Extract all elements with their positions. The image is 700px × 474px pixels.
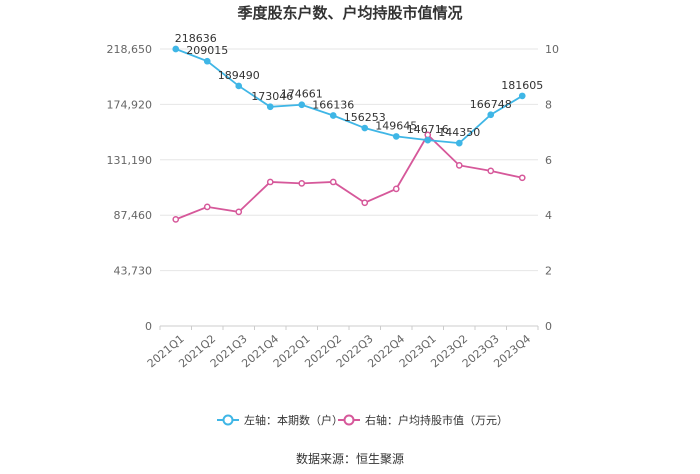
- data-point[interactable]: [235, 208, 243, 216]
- legend-marker-icon: [343, 414, 355, 426]
- data-point[interactable]: [235, 82, 243, 90]
- data-point[interactable]: [392, 133, 400, 140]
- data-point[interactable]: [266, 103, 274, 111]
- data-point[interactable]: [424, 136, 432, 144]
- data-label: 149645: [375, 119, 417, 132]
- data-point[interactable]: [298, 101, 306, 109]
- legend-label: 右轴：户均持股市值（万元）: [365, 413, 508, 427]
- data-point[interactable]: [329, 178, 337, 186]
- data-label: 173046: [251, 90, 293, 103]
- data-label: 166136: [312, 99, 354, 112]
- x-axis: 2021Q12021Q22021Q32021Q42022Q12022Q22022…: [145, 326, 539, 370]
- data-point[interactable]: [329, 112, 337, 119]
- data-source: 数据来源：恒生聚源: [296, 451, 404, 466]
- left-tick-label: 218,650: [107, 43, 153, 56]
- data-label: 189490: [218, 69, 260, 82]
- right-tick-label: 0: [545, 320, 552, 333]
- data-point[interactable]: [172, 45, 180, 53]
- data-point[interactable]: [203, 57, 211, 65]
- data-label: 166748: [470, 98, 512, 111]
- data-label: 156253: [344, 111, 386, 124]
- chart-title: 季度股东户数、户均持股市值情况: [237, 4, 462, 22]
- left-tick-label: 43,730: [114, 265, 153, 278]
- data-label: 144350: [438, 126, 480, 139]
- data-point[interactable]: [518, 92, 526, 100]
- data-point[interactable]: [203, 203, 211, 211]
- legend-marker-icon: [222, 414, 234, 426]
- data-label: 181605: [501, 79, 543, 92]
- right-tick-label: 6: [545, 154, 552, 167]
- grid: [160, 48, 538, 327]
- series-line-market-value: [175, 133, 523, 221]
- data-point[interactable]: [172, 216, 180, 223]
- legend-item-left-series[interactable]: 左轴：本期数（户）: [217, 413, 343, 427]
- data-label: 218636: [175, 32, 217, 45]
- left-tick-label: 0: [145, 320, 152, 333]
- legend[interactable]: 左轴：本期数（户） 右轴：户均持股市值（万元）: [217, 413, 508, 427]
- data-point[interactable]: [266, 178, 274, 186]
- legend-item-right-series[interactable]: 右轴：户均持股市值（万元）: [338, 413, 508, 427]
- left-tick-label: 131,190: [107, 154, 153, 167]
- left-tick-label: 174,920: [107, 98, 153, 111]
- legend-label: 左轴：本期数（户）: [244, 413, 343, 427]
- right-tick-label: 4: [545, 209, 552, 222]
- right-tick-label: 8: [545, 98, 552, 111]
- data-point[interactable]: [455, 139, 463, 147]
- data-point[interactable]: [518, 174, 526, 182]
- left-axis: 0 43,730 87,460 131,190 174,920 218,650: [107, 43, 153, 333]
- data-label: 174661: [281, 88, 323, 101]
- right-tick-label: 2: [545, 265, 552, 278]
- left-tick-label: 87,460: [114, 209, 153, 222]
- right-tick-label: 10: [545, 43, 559, 56]
- data-point[interactable]: [487, 167, 495, 175]
- data-label: 146716: [407, 123, 449, 136]
- data-point[interactable]: [455, 161, 463, 169]
- data-label: 209015: [186, 44, 228, 57]
- series-line-holders: [175, 48, 523, 145]
- data-point[interactable]: [392, 185, 400, 193]
- right-axis: 0 2 4 6 8 10: [545, 43, 559, 333]
- data-point[interactable]: [298, 179, 306, 187]
- data-point[interactable]: [361, 199, 369, 207]
- data-point[interactable]: [487, 111, 495, 119]
- data-point[interactable]: [361, 124, 369, 132]
